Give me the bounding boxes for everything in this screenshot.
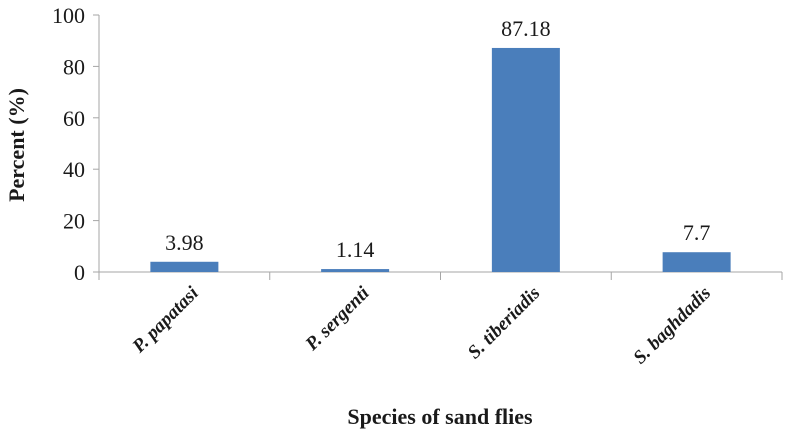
data-label: 7.7 [683,220,711,245]
data-label: 1.14 [336,237,375,262]
y-tick-label: 20 [63,209,85,234]
bars [150,47,731,272]
y-tick-label: 40 [63,157,85,182]
data-label: 87.18 [501,16,551,41]
y-axis-title: Percent (%) [4,88,29,202]
data-labels: 3.98 1.14 87.18 7.7 [165,16,710,262]
bar [321,269,390,272]
y-tick-label: 80 [63,54,85,79]
y-tick-label: 60 [63,106,85,131]
category-label: S. baghdadis [629,283,715,369]
category-labels: P. papatasi P. sergenti S. tiberiadis S. ba… [128,282,715,368]
bar [150,261,219,272]
x-axis-title: Species of sand flies [347,404,533,429]
bar [662,252,731,272]
y-axis: 0 20 40 60 80 100 [52,3,100,285]
bar [491,47,560,272]
data-label: 3.98 [165,230,204,255]
category-label: S. tiberiadis [464,283,545,364]
y-tick-label: 0 [74,260,85,285]
y-tick-label: 100 [52,3,85,28]
x-axis [98,271,783,280]
category-label: P. papatasi [128,282,204,358]
category-label: P. sergenti [301,282,374,355]
